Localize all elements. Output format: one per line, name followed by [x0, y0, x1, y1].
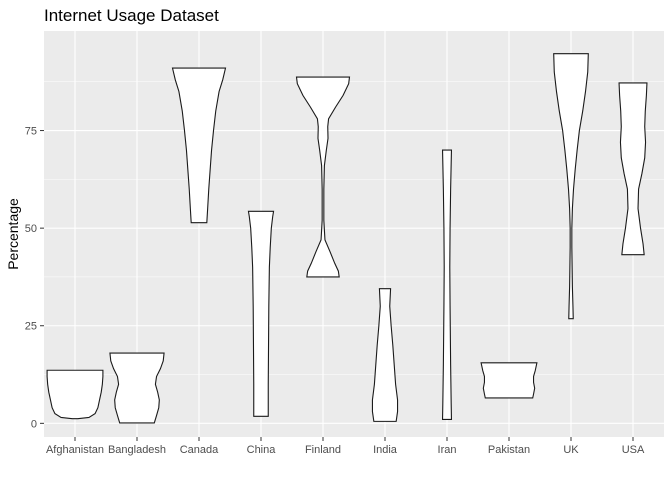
x-tick-label: China	[247, 444, 277, 456]
y-tick-label: 75	[25, 126, 37, 138]
violin-pakistan	[480, 362, 538, 399]
x-tick-label: USA	[622, 444, 645, 456]
violin-uk	[553, 53, 589, 320]
x-tick-label: Bangladesh	[108, 444, 166, 456]
x-tick-label: India	[373, 444, 398, 456]
x-tick-label: Canada	[180, 444, 219, 456]
violin-layer	[46, 53, 648, 424]
y-tick-label: 0	[31, 418, 37, 430]
y-tick-label: 50	[25, 223, 37, 235]
violin-china	[247, 210, 275, 417]
chart-title: Internet Usage Dataset	[44, 6, 219, 25]
x-tick-label: Iran	[438, 444, 457, 456]
y-tick-label: 25	[25, 321, 37, 333]
x-tick-label: Pakistan	[488, 444, 530, 456]
violin-bangladesh	[109, 352, 165, 424]
violin-iran	[441, 149, 453, 420]
violin-afghanistan	[46, 369, 104, 420]
violin-india	[371, 288, 399, 422]
violin-usa	[618, 82, 648, 256]
violin-finland	[295, 76, 351, 278]
y-axis-title: Percentage	[5, 198, 21, 270]
axis-layer: 0 25 50 75 Afghanistan Bangladesh Canada China F…	[25, 126, 645, 456]
violin-canada	[171, 67, 227, 224]
x-tick-label: UK	[563, 444, 579, 456]
x-tick-label: Afghanistan	[46, 444, 104, 456]
x-tick-label: Finland	[305, 444, 341, 456]
